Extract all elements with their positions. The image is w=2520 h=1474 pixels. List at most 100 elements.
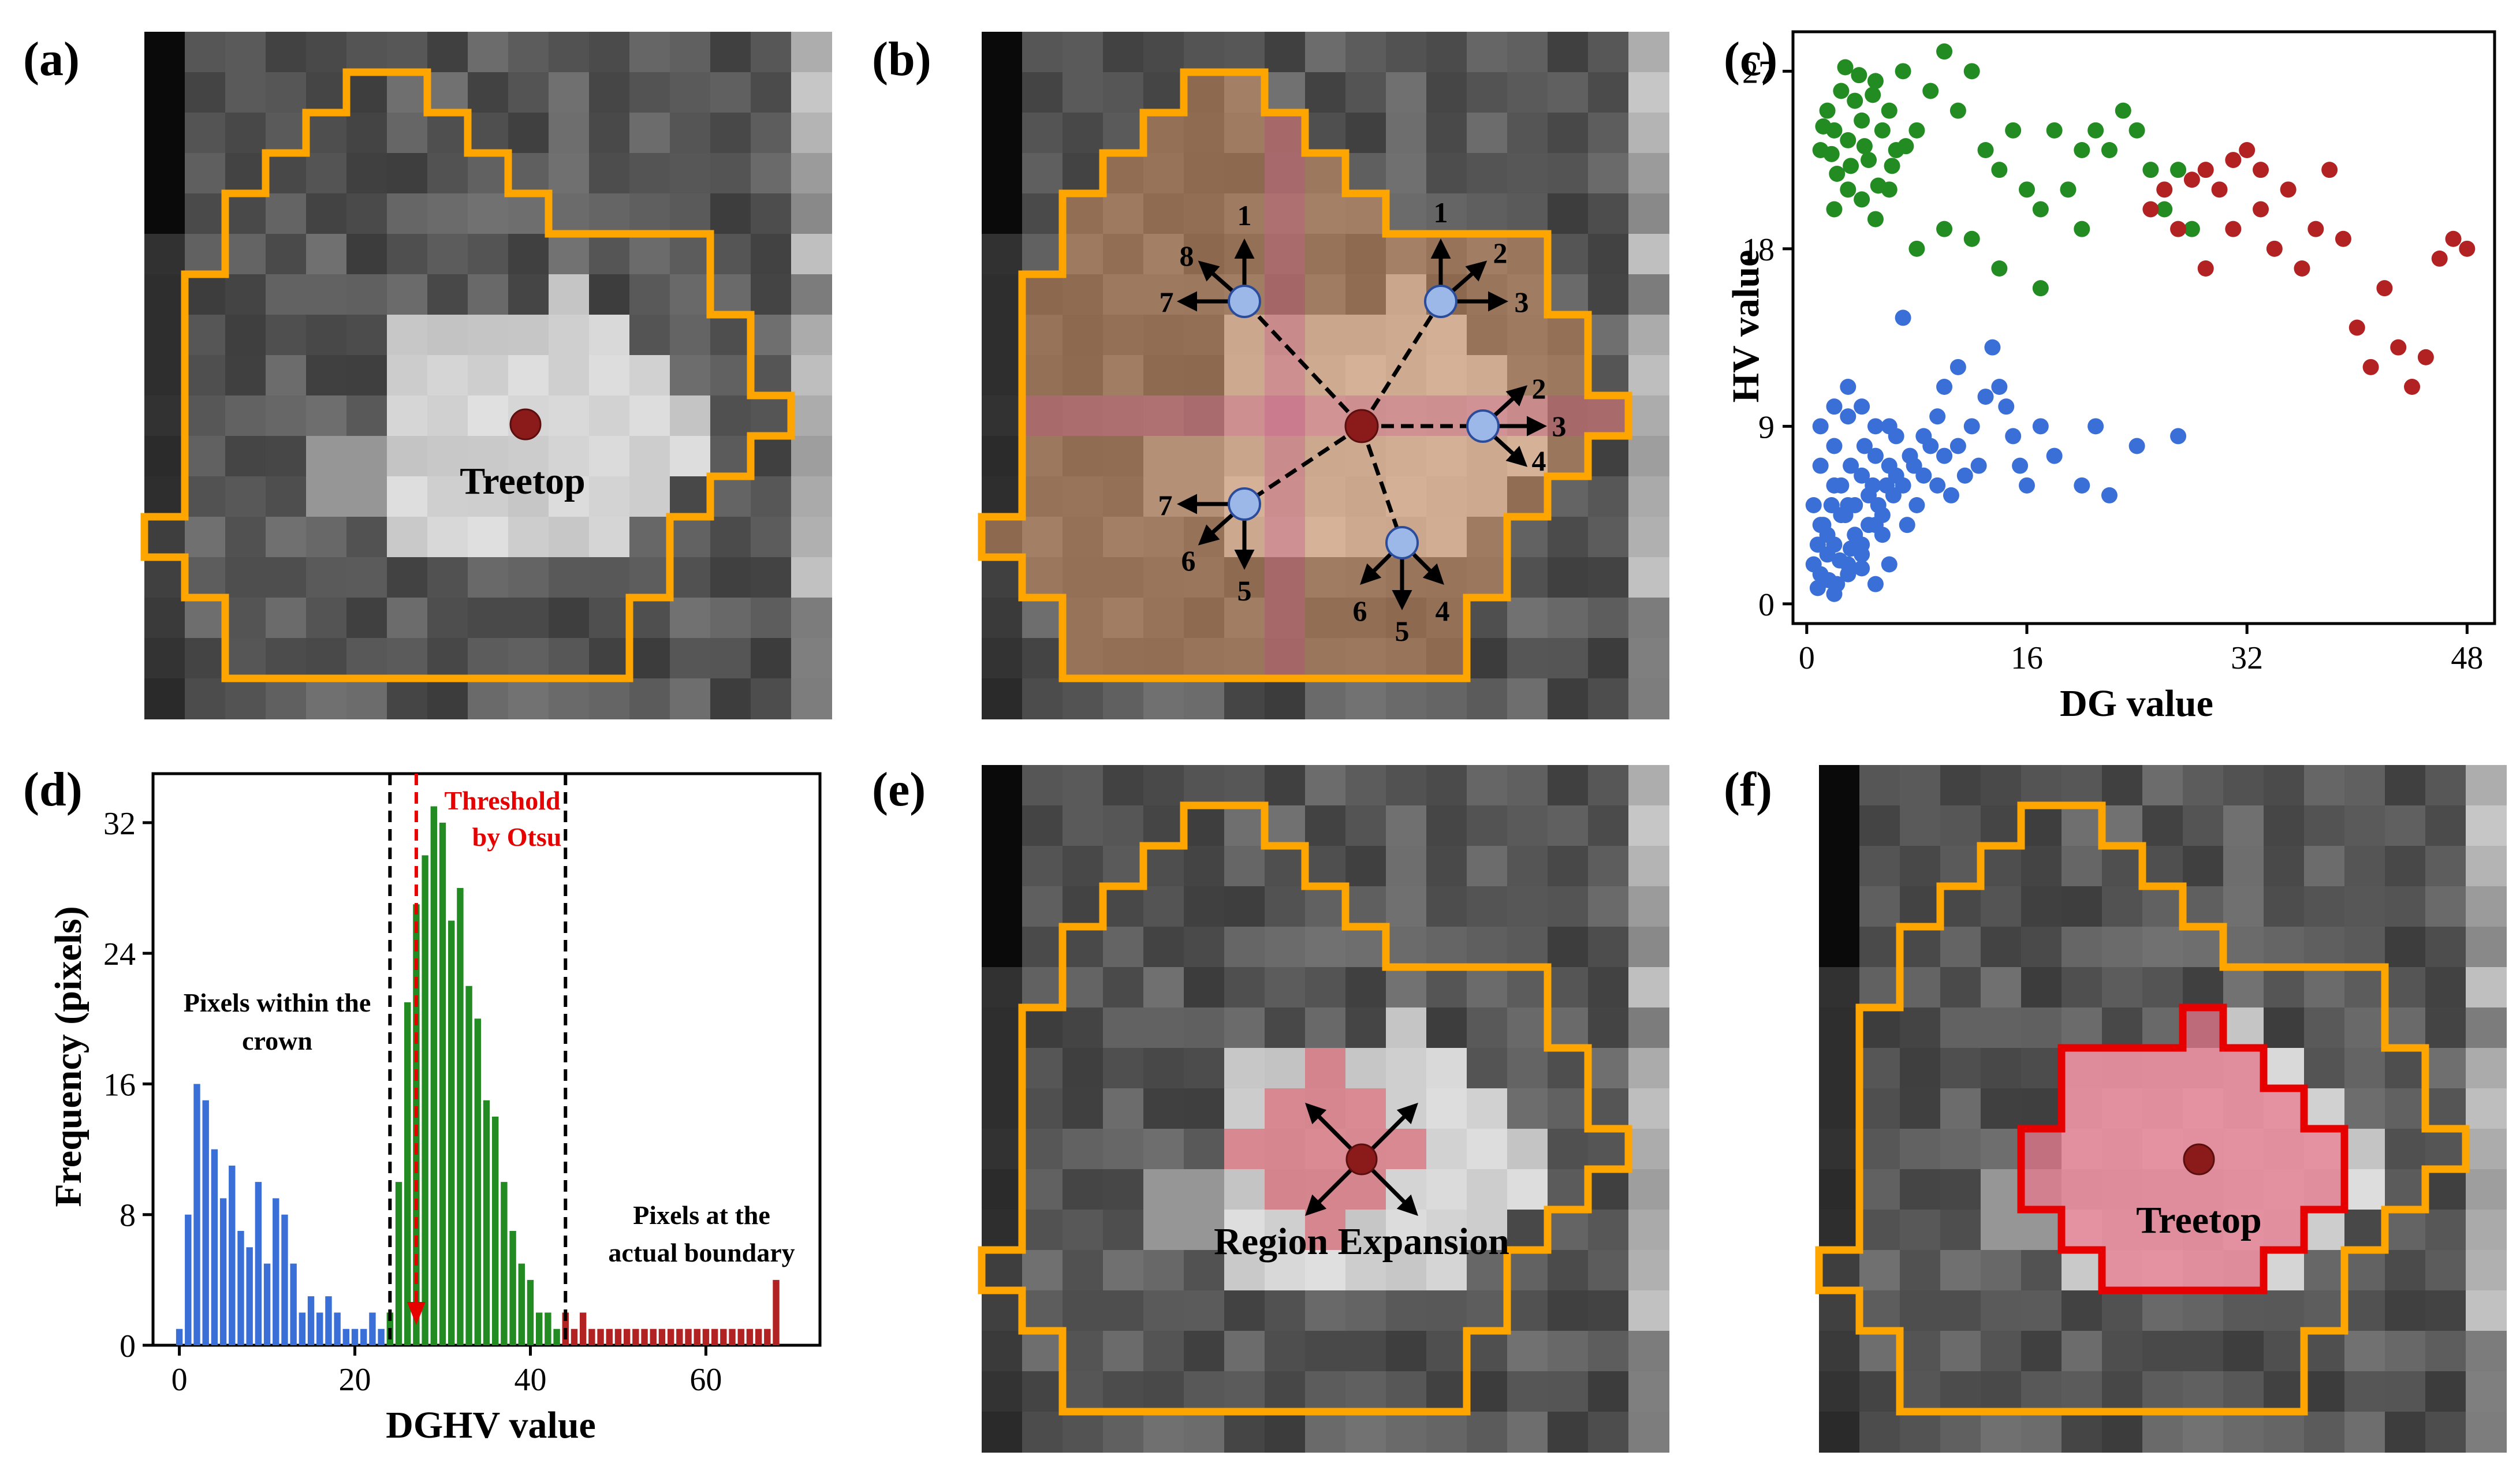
image-pixel <box>2466 1048 2507 1089</box>
image-pixel <box>1184 927 1225 968</box>
image-pixel <box>1859 886 1900 927</box>
image-pixel <box>751 193 792 234</box>
image-pixel <box>982 557 1023 598</box>
image-pixel <box>427 436 468 477</box>
image-pixel <box>1588 598 1629 639</box>
image-pixel <box>2264 1371 2305 1412</box>
image-pixel <box>1507 1371 1548 1412</box>
image-pixel <box>1426 1250 1467 1291</box>
image-pixel <box>1588 1412 1629 1453</box>
image-pixel <box>1467 193 1508 234</box>
image-pixel <box>306 72 347 113</box>
image-pixel <box>1859 1088 1900 1129</box>
image-pixel <box>1386 1250 1427 1291</box>
image-pixel <box>508 557 549 598</box>
histogram-bar-ambiguous <box>545 1312 551 1345</box>
image-pixel <box>1063 1169 1104 1210</box>
scatter-point-crown <box>1847 527 1863 543</box>
image-pixel <box>1022 32 1063 73</box>
image-pixel <box>1143 927 1184 968</box>
image-pixel <box>185 476 226 517</box>
image-pixel <box>1103 1088 1144 1129</box>
image-pixel <box>2062 1412 2103 1453</box>
image-pixel <box>2344 1088 2385 1129</box>
scatter-point-ambiguous <box>1865 87 1881 103</box>
image-pixel <box>589 678 630 719</box>
image-pixel <box>791 517 832 558</box>
histogram-bar-ambiguous <box>501 1182 508 1345</box>
image-pixel <box>427 113 468 154</box>
image-pixel <box>387 557 428 598</box>
boundary-node-1 <box>1228 285 1261 318</box>
image-pixel <box>1900 886 1941 927</box>
image-pixel <box>306 436 347 477</box>
image-pixel <box>468 638 509 679</box>
image-pixel <box>2264 765 2305 806</box>
image-pixel <box>1143 678 1184 719</box>
image-pixel <box>1940 1210 1981 1251</box>
image-pixel <box>2344 1412 2385 1453</box>
image-pixel <box>629 598 670 639</box>
image-pixel <box>982 598 1023 639</box>
image-pixel <box>387 72 428 113</box>
image-pixel <box>1628 1250 1669 1291</box>
crown-outline <box>1815 801 2470 1416</box>
image-pixel <box>1507 113 1548 154</box>
scatter-point-crown <box>2170 428 2187 445</box>
image-pixel <box>1063 927 1104 968</box>
image-pixel <box>791 315 832 356</box>
image-pixel <box>185 638 226 679</box>
image-pixel <box>508 436 549 477</box>
scatter-x-label: DG value <box>2060 682 2213 725</box>
image-pixel <box>1103 1007 1144 1048</box>
image-pixel <box>751 72 792 113</box>
image-pixel <box>1224 805 1265 846</box>
image-pixel <box>1940 1007 1981 1048</box>
boundary-node-5 <box>1385 526 1419 559</box>
histogram-bar-ambiguous <box>404 1002 411 1345</box>
scatter-point-crown <box>1820 572 1837 588</box>
image-pixel <box>1548 886 1589 927</box>
image-pixel <box>1548 1290 1589 1331</box>
image-pixel <box>1467 153 1508 194</box>
image-pixel <box>2385 846 2426 887</box>
image-pixel <box>2385 1129 2426 1170</box>
image-pixel <box>1588 274 1629 315</box>
image-pixel <box>2264 805 2305 846</box>
image-pixel <box>387 32 428 73</box>
histogram-bar-boundary <box>676 1329 683 1345</box>
image-pixel <box>2304 1007 2345 1048</box>
y-tick-label: 18 <box>1742 232 1775 268</box>
image-pixel <box>670 557 711 598</box>
image-pixel <box>1507 1088 1548 1129</box>
image-pixel <box>508 72 549 113</box>
expanded-pixel <box>1305 1048 1345 1088</box>
scatter-point-crown <box>1826 438 1843 454</box>
image-pixel <box>2425 1007 2466 1048</box>
scatter-point-ambiguous <box>1823 145 1840 162</box>
image-pixel <box>508 315 549 356</box>
image-pixel <box>982 193 1023 234</box>
image-pixel <box>791 193 832 234</box>
panel-d-label: (d) <box>23 763 83 816</box>
image-pixel <box>1859 1210 1900 1251</box>
image-pixel <box>1900 1169 1941 1210</box>
image-pixel <box>1426 1007 1467 1048</box>
image-pixel <box>1548 678 1589 719</box>
scatter-point-boundary <box>2197 162 2214 178</box>
image-pixel <box>1548 1048 1589 1089</box>
image-pixel <box>1103 805 1144 846</box>
scatter-point-crown <box>1949 438 1966 454</box>
image-pixel <box>791 678 832 719</box>
image-pixel <box>1143 1371 1184 1412</box>
image-pixel <box>2425 1169 2466 1210</box>
image-pixel <box>144 476 185 517</box>
image-pixel <box>1900 765 1941 806</box>
image-pixel <box>1265 1007 1306 1048</box>
image-pixel <box>2344 1007 2385 1048</box>
panel-a-treetop-marker <box>509 408 542 441</box>
scatter-point-ambiguous <box>1908 240 1925 257</box>
image-pixel <box>2223 1290 2264 1331</box>
image-pixel <box>1184 1048 1225 1089</box>
image-pixel <box>1588 193 1629 234</box>
